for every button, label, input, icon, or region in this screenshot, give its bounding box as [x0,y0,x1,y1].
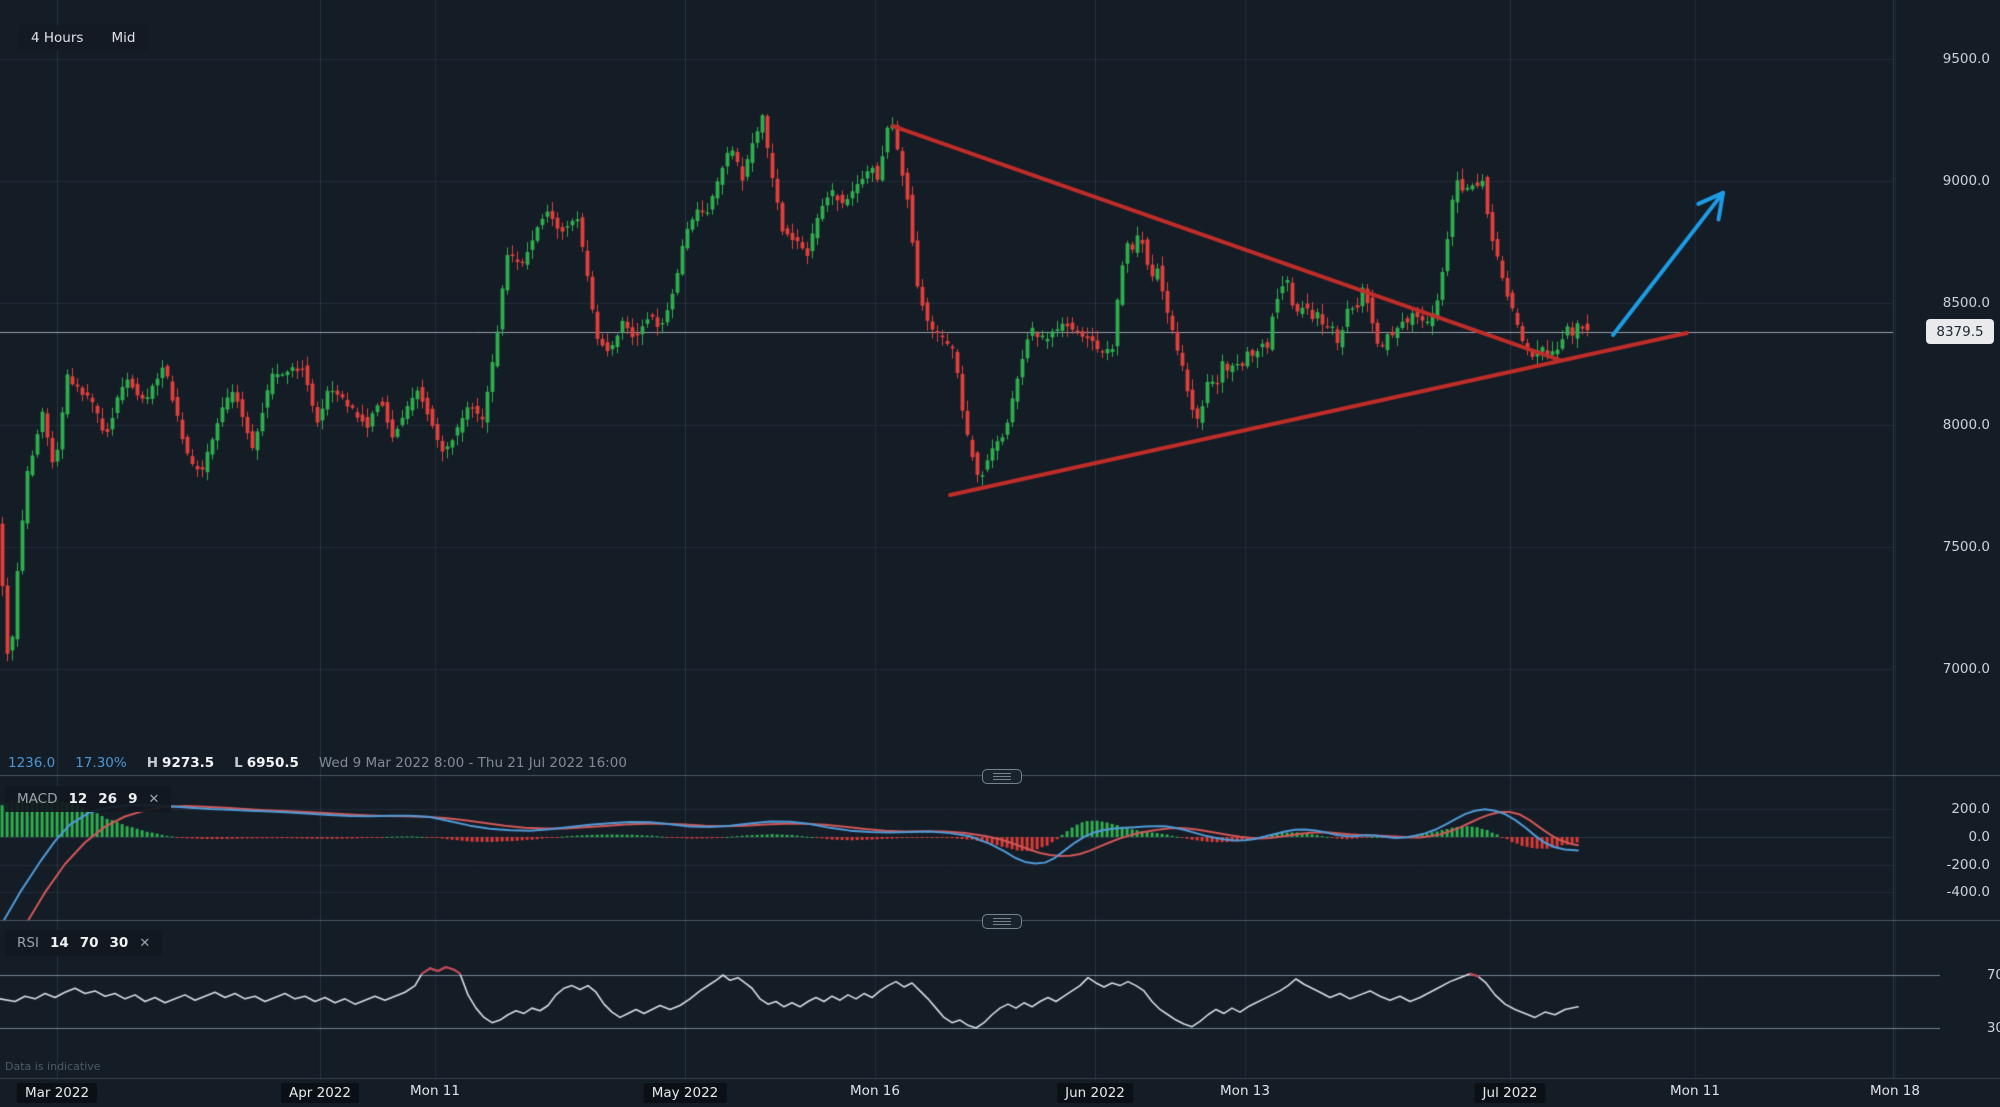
time-axis-tick[interactable]: Mon 16 [850,1083,900,1099]
time-axis-tick[interactable]: Mon 11 [1670,1083,1720,1099]
macd-axis-tick[interactable]: -400.0 [1946,884,1990,901]
macd-axis-tick[interactable]: 0.0 [1968,829,1990,845]
period-low: L 6950.5 [234,755,299,771]
time-axis-tick[interactable]: Mar 2022 [16,1083,98,1103]
rsi-close-icon[interactable]: ✕ [139,935,151,951]
instrument-info-bar: 1236.0 17.30% H 9273.5 L 6950.5 Wed 9 Mar … [8,755,627,771]
macd-close-icon[interactable]: ✕ [148,791,160,807]
rsi-period-param: 14 [49,935,69,951]
time-axis-tick[interactable]: Mon 11 [410,1083,460,1099]
macd-axis-tick[interactable]: -200.0 [1946,856,1990,873]
rsi-lower-param: 30 [109,935,129,951]
macd-legend: MACD 12 26 9 ✕ [5,786,172,812]
change-value: 1236.0 [8,755,56,771]
macd-slow-param: 26 [98,791,118,807]
time-axis-tick[interactable]: Mon 13 [1220,1083,1270,1099]
price-axis-tick[interactable]: 7000.0 [1942,660,1990,677]
time-axis-tick[interactable]: Apr 2022 [280,1083,360,1103]
rsi-upper-param: 70 [79,935,99,951]
macd-signal-param: 9 [128,791,138,807]
rsi-legend: RSI 14 70 30 ✕ [5,930,163,956]
price-axis-tick[interactable]: 9500.0 [1942,50,1990,67]
change-percent: 17.30% [75,755,127,771]
chart-toolbar: 4 Hours Mid [18,25,149,51]
price-axis-tick[interactable]: 7500.0 [1942,538,1990,555]
timeframe-button[interactable]: 4 Hours [31,30,84,46]
price-type-button[interactable]: Mid [111,30,136,46]
price-axis-tick[interactable]: 8000.0 [1942,416,1990,433]
price-axis-tick[interactable]: 8500.0 [1942,294,1990,311]
rsi-axis-tick[interactable]: 30 [1940,1020,2000,1036]
macd-axis-tick[interactable]: 200.0 [1951,801,1990,818]
rsi-title: RSI [17,935,39,951]
time-axis-tick[interactable]: Mon 18 [1870,1083,1920,1099]
time-axis-tick[interactable]: Jun 2022 [1057,1083,1133,1103]
date-range: Wed 9 Mar 2022 8:00 - Thu 21 Jul 2022 16… [318,755,627,771]
data-indicative-note: Data is indicative [5,1060,101,1073]
macd-title: MACD [17,791,58,807]
macd-fast-param: 12 [68,791,88,807]
current-price-label: 8379.5 [1926,319,1994,344]
time-axis-tick[interactable]: May 2022 [643,1083,727,1103]
rsi-axis-tick[interactable]: 70 [1940,967,2000,983]
macd-pane-resize-handle[interactable] [982,769,1022,784]
period-high: H 9273.5 [146,755,215,771]
rsi-pane-resize-handle[interactable] [982,914,1022,929]
price-axis-tick[interactable]: 9000.0 [1942,172,1990,189]
time-axis-tick[interactable]: Jul 2022 [1474,1083,1546,1103]
